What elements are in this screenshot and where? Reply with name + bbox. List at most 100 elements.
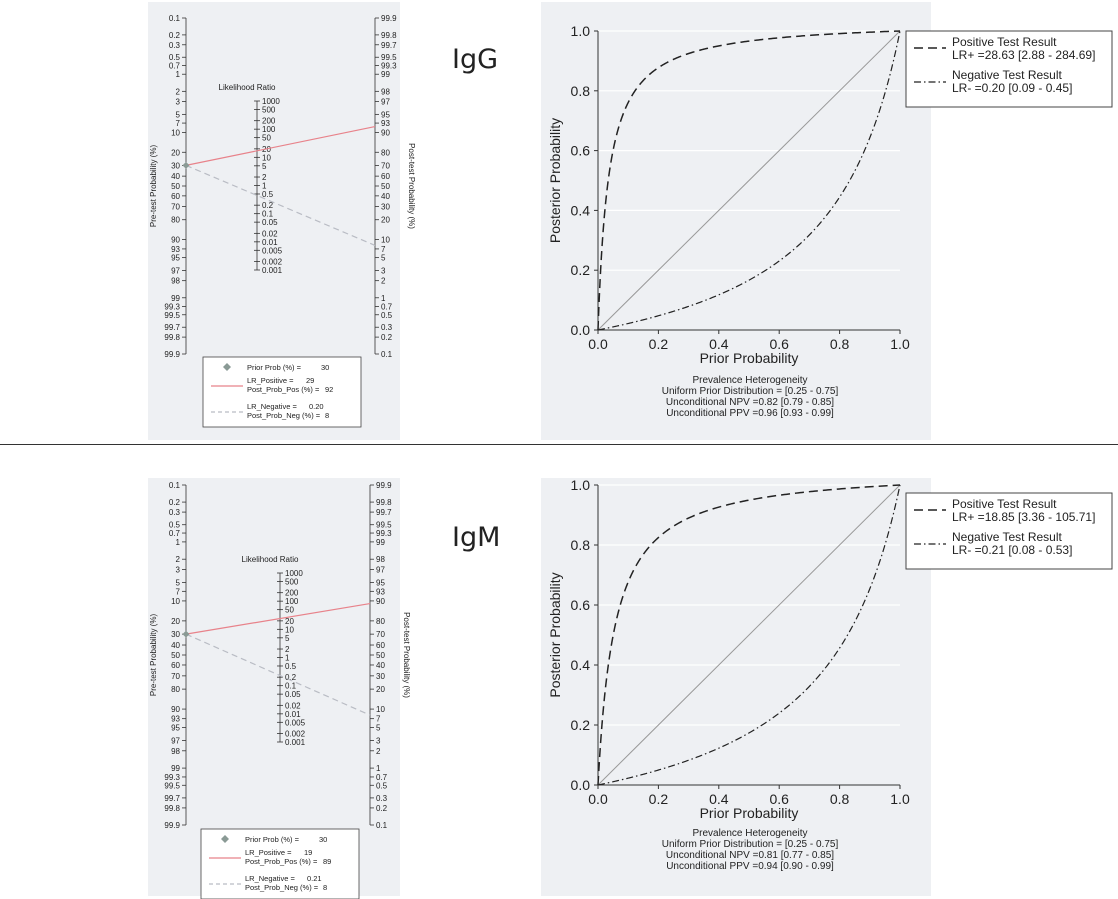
igg-nomogram-left-axis-label: Pre-test Probability (%) bbox=[149, 145, 158, 228]
igm-curve-y-axis-label: Posterior Probability bbox=[547, 572, 563, 697]
igm-nomogram-right-tick-label: 0.3 bbox=[376, 794, 388, 803]
igg-nomogram-left-tick-label: 0.5 bbox=[169, 53, 181, 62]
igm-nomogram-legend-lrn-label: LR_Negative = bbox=[245, 874, 295, 883]
igm-nomogram-left-tick-label: 93 bbox=[171, 715, 180, 724]
igm-nomogram-right-tick-label: 99.5 bbox=[376, 521, 392, 530]
panel-divider bbox=[0, 444, 1118, 445]
igm-nomogram-left-tick-label: 0.2 bbox=[169, 498, 181, 507]
igm-nomogram-right-tick-label: 80 bbox=[376, 617, 385, 626]
igm-nomogram-lr-tick-label: 0.05 bbox=[285, 690, 301, 699]
igg-panel: IgG 0.1 0.2 0.3 0.5 0.7 1 2 3 5 7 10 20 30 40 50 60 70 80… bbox=[0, 0, 1118, 444]
igg-nomogram-left-tick-label: 2 bbox=[176, 87, 181, 96]
igm-nomogram-right-tick-label: 5 bbox=[376, 723, 381, 732]
igg-nomogram-left-tick-label: 99.8 bbox=[164, 333, 180, 342]
igm-nomogram-left-tick-label: 5 bbox=[176, 579, 181, 588]
igg-nomogram-right-tick-label: 50 bbox=[381, 182, 390, 191]
igm-nomogram-right-tick-label: 2 bbox=[376, 747, 381, 756]
igm-nomogram-left-tick-label: 99.7 bbox=[164, 794, 180, 803]
igg-nomogram-lr-tick-label: 0.05 bbox=[262, 218, 278, 227]
igm-nomogram-left-tick-label: 90 bbox=[171, 705, 180, 714]
igg-curve-y-tick-label: 0.4 bbox=[571, 202, 591, 218]
igm-curve-x-tick-label: 1.0 bbox=[890, 791, 910, 807]
igg-charts: 0.10.20.30.50.71235710203040506070809093… bbox=[149, 14, 1113, 428]
igm-nomogram-lr-tick-label: 1 bbox=[285, 654, 290, 663]
igm-nomogram-legend-lrp-label: LR_Positive = bbox=[245, 848, 292, 857]
igm-nomogram-right-tick-label: 0.5 bbox=[376, 781, 388, 790]
igg-curve-x-tick-label: 1.0 bbox=[890, 336, 910, 352]
igm-nomogram-left-tick-label: 95 bbox=[171, 723, 180, 732]
igm-nomogram-right-tick-label: 99.3 bbox=[376, 529, 392, 538]
igm-nomogram-lr-tick-label: 0.01 bbox=[285, 710, 301, 719]
igg-nomogram-negative-line bbox=[185, 164, 376, 246]
igm-curve-legend-negative-name: Negative Test Result bbox=[952, 530, 1063, 544]
igm-nomogram-left-axis-label: Pre-test Probability (%) bbox=[149, 614, 158, 697]
igg-nomogram-prior-marker bbox=[182, 161, 190, 169]
igg-nomogram-left-tick-label: 0.2 bbox=[169, 31, 181, 40]
igm-curve-legend-negative-lr: LR- =0.21 [0.08 - 0.53] bbox=[952, 543, 1072, 557]
igm-nomogram-right-tick-label: 70 bbox=[376, 630, 385, 639]
igm-nomogram-lr-tick-label: 0.001 bbox=[285, 738, 306, 747]
igg-nomogram-left-tick-label: 97 bbox=[171, 267, 180, 276]
igg-nomogram-left-tick-label: 99.7 bbox=[164, 323, 180, 332]
igg-curve-x-axis-label: Prior Probability bbox=[700, 350, 799, 366]
igg-curve-reference-line bbox=[597, 30, 901, 331]
igm-nomogram-lr-tick-label: 500 bbox=[285, 577, 299, 586]
igg-curve-y-tick-label: 0.0 bbox=[571, 322, 591, 338]
igg-nomogram-legend-lrp-label: LR_Positive = bbox=[247, 376, 294, 385]
igg-nomogram-left-tick-label: 0.7 bbox=[169, 61, 181, 70]
igg-nomogram-left-tick-label: 3 bbox=[176, 97, 181, 106]
igm-nomogram-prior-marker bbox=[182, 630, 190, 638]
igg-nomogram-legend-ppn-value: 8 bbox=[325, 411, 329, 420]
igm-nomogram-left-tick-label: 70 bbox=[171, 672, 180, 681]
igg-nomogram-lr-tick-label: 0.2 bbox=[262, 201, 274, 210]
igm-nomogram-right-tick-label: 40 bbox=[376, 661, 385, 670]
igm-nomogram-left-tick-label: 99.3 bbox=[164, 773, 180, 782]
igg-curve-y-tick-label: 0.8 bbox=[571, 83, 591, 99]
igm-nomogram-right-tick-label: 98 bbox=[376, 555, 385, 564]
igm-nomogram-right-tick-label: 0.7 bbox=[376, 773, 388, 782]
igg-curve-y-tick-label: 1.0 bbox=[571, 23, 591, 39]
igg-nomogram-left-tick-label: 0.3 bbox=[169, 41, 181, 50]
igm-curve-note-line: Unconditional PPV =0.94 [0.90 - 0.99] bbox=[666, 861, 834, 872]
igm-nomogram-lr-tick-label: 200 bbox=[285, 589, 299, 598]
igg-nomogram-right-tick-label: 99.9 bbox=[381, 14, 397, 23]
igm-nomogram-left-tick-label: 0.3 bbox=[169, 508, 181, 517]
igm-nomogram-right-tick-label: 60 bbox=[376, 641, 385, 650]
igg-nomogram-right-tick-label: 0.2 bbox=[381, 333, 393, 342]
igm-title: IgM bbox=[452, 522, 501, 553]
igg-nomogram-right-tick-label: 60 bbox=[381, 172, 390, 181]
igm-curve-x-tick-label: 0.6 bbox=[769, 791, 789, 807]
igm-curve-y-tick-label: 0.2 bbox=[571, 717, 591, 733]
igg-nomogram-right-tick-label: 90 bbox=[381, 129, 390, 138]
igm-nomogram-legend-ppn-label: Post_Prob_Neg (%) = bbox=[245, 883, 319, 892]
igg-nomogram-left-tick-label: 98 bbox=[171, 277, 180, 286]
igm-nomogram-right-tick-label: 50 bbox=[376, 651, 385, 660]
igm-nomogram-lr-tick-label: 0.1 bbox=[285, 682, 297, 691]
igg-nomogram-legend-lrn-value: 0.20 bbox=[309, 402, 324, 411]
igg-curve-note-line: Unconditional PPV =0.96 [0.93 - 0.99] bbox=[666, 408, 834, 419]
igg-nomogram-right-tick-label: 70 bbox=[381, 161, 390, 170]
igg-nomogram-legend-prior-marker bbox=[223, 363, 231, 371]
igm-nomogram-left-tick-label: 0.7 bbox=[169, 529, 181, 538]
igm-nomogram-legend-box bbox=[200, 828, 360, 899]
igg-curve-y-tick-label: 0.6 bbox=[571, 143, 591, 159]
igm-nomogram-left-tick-label: 0.5 bbox=[169, 521, 181, 530]
igm-nomogram-right-axis-label: Post-test Probability (%) bbox=[402, 612, 411, 698]
igg-title: IgG bbox=[452, 44, 499, 75]
igm-curve-negative-curve bbox=[597, 484, 901, 786]
igm-nomogram-positive-line bbox=[185, 602, 371, 635]
igm-nomogram-legend-lrn-value: 0.21 bbox=[307, 874, 322, 883]
igg-curve-negative-curve bbox=[597, 30, 901, 331]
igm-nomogram-right-tick-label: 93 bbox=[376, 587, 385, 596]
igm-nomogram-left-tick-label: 99.9 bbox=[164, 821, 180, 830]
igg-curve-note-line: Unconditional NPV =0.82 [0.79 - 0.85] bbox=[666, 397, 834, 408]
igm-curve-y-tick-label: 0.8 bbox=[571, 537, 591, 553]
igg-nomogram-left-tick-label: 60 bbox=[171, 192, 180, 201]
igm-nomogram-left-tick-label: 99 bbox=[171, 764, 180, 773]
igg-nomogram-right-tick-label: 5 bbox=[381, 254, 386, 263]
igm-curve-reference-line bbox=[597, 484, 901, 786]
igm-nomogram-lr-tick-label: 2 bbox=[285, 645, 290, 654]
igm-nomogram-right-tick-label: 30 bbox=[376, 672, 385, 681]
igm-nomogram-left-tick-label: 80 bbox=[171, 685, 180, 694]
igg-nomogram-legend-ppp-value: 92 bbox=[325, 385, 333, 394]
